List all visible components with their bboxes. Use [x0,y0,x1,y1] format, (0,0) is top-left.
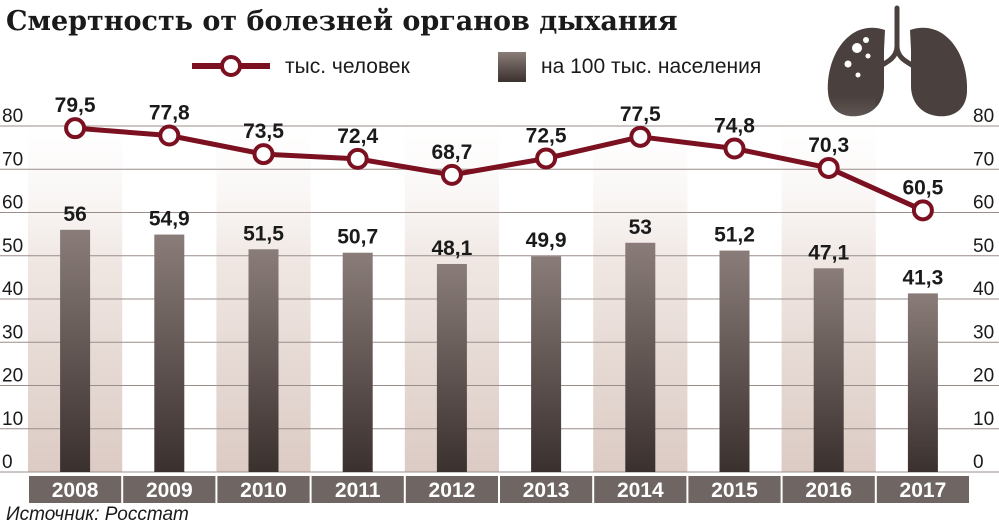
source-note: Источник: Росстат [6,504,189,525]
line-point [535,147,558,170]
bar-value-label: 48,1 [431,237,472,260]
bar [531,256,562,472]
line-value-label: 77,5 [620,103,661,126]
line-value-label: 60,5 [902,176,943,199]
lungs-icon [827,5,968,117]
line-value-label: 72,5 [526,124,567,147]
legend-bar-label: на 100 тыс. населения [541,55,761,78]
y-tick-label-right: 20 [973,366,994,387]
line-value-label: 77,8 [149,102,190,125]
y-tick-label-right: 50 [973,236,994,257]
chart-title: Смертность от болезней органов дыхания [6,6,678,37]
y-tick-label-right: 70 [973,149,994,170]
line-point [346,147,369,170]
bar [813,268,844,472]
bar-value-label: 56 [63,203,86,226]
bar [719,250,750,472]
bar-value-label: 54,9 [149,208,190,231]
bar-value-label: 51,2 [714,224,755,247]
line-value-label: 74,8 [714,114,755,137]
category-cell [594,476,687,503]
category-cell [782,476,875,503]
line-value-label: 70,3 [808,134,849,157]
line-point [629,125,652,148]
y-tick-label-left: 0 [2,452,13,473]
legend-bar-swatch [498,52,526,82]
y-axis-right: 0 10 20 30 40 50 60 70 80 [973,106,994,473]
y-tick-label-right: 0 [973,452,984,473]
category-cell [500,476,593,503]
line-point [252,143,275,166]
bar-value-label: 53 [629,216,652,239]
bar [248,249,279,472]
y-tick-label-right: 10 [973,409,994,430]
y-tick-label-right: 80 [973,106,994,127]
line-value-label: 79,5 [55,94,96,117]
category-cell [311,476,404,503]
x-tick-label: 2013 [523,479,570,502]
line-value-label: 73,5 [243,120,284,143]
x-tick-label: 2009 [146,479,193,502]
category-cell [123,476,216,503]
x-tick-label: 2008 [52,479,99,502]
line-point [817,156,840,179]
bar-labels: 56 54,9 51,5 50,7 48,1 49,9 53 51,2 47,1 41,3 [63,203,943,290]
x-tick-label: 2016 [805,479,852,502]
y-tick-label-right: 60 [973,193,994,214]
line-point [723,137,746,160]
bar [625,242,656,472]
x-axis-categories: 2008 2009 2010 2011 2012 2013 2014 2015 2016 2017 [29,476,969,503]
y-tick-label-left: 40 [2,279,23,300]
legend-line-label: тыс. человек [285,55,411,78]
bar-value-label: 49,9 [526,229,567,252]
category-cell [29,476,122,503]
bar-value-label: 50,7 [337,226,378,249]
category-cell [405,476,498,503]
y-tick-label-left: 60 [2,193,23,214]
category-cell [876,476,969,503]
y-axis-left: 0 10 20 30 40 50 60 70 80 [2,106,23,473]
y-tick-label-right: 30 [973,322,994,343]
line-path [74,125,924,213]
bar [60,229,91,472]
x-tick-label: 2010 [240,479,287,502]
x-tick-label: 2012 [429,479,476,502]
line-point [64,117,87,140]
bar [342,252,373,472]
bar-value-label: 41,3 [902,266,943,289]
line-series: 79,5 77,8 73,5 72,4 68,7 72,5 77,5 74,8 70,3 60,5 [55,94,944,222]
y-tick-label-left: 80 [2,106,23,127]
x-tick-label: 2017 [900,479,947,502]
bar [436,263,467,472]
x-tick-label: 2011 [335,479,381,502]
x-tick-label: 2015 [711,479,758,502]
y-tick-label-left: 10 [2,409,23,430]
bar [907,293,938,472]
bar-value-label: 51,5 [243,222,284,245]
line-point [911,199,934,222]
line-point [440,163,463,186]
y-tick-label-left: 70 [2,149,23,170]
y-tick-label-left: 50 [2,236,23,257]
line-value-label: 68,7 [431,141,472,164]
y-tick-label-left: 30 [2,322,23,343]
line-point [158,124,181,147]
line-value-label: 72,4 [337,125,378,148]
y-tick-label-left: 20 [2,366,23,387]
category-cell [217,476,310,503]
bars [60,229,938,472]
x-tick-label: 2014 [617,479,664,502]
legend: тыс. человек на 100 тыс. населения [192,52,761,82]
bar-value-label: 47,1 [808,241,849,264]
category-cell [688,476,781,503]
y-tick-label-right: 40 [973,279,994,300]
legend-line-marker [192,55,270,77]
bar [154,234,185,472]
